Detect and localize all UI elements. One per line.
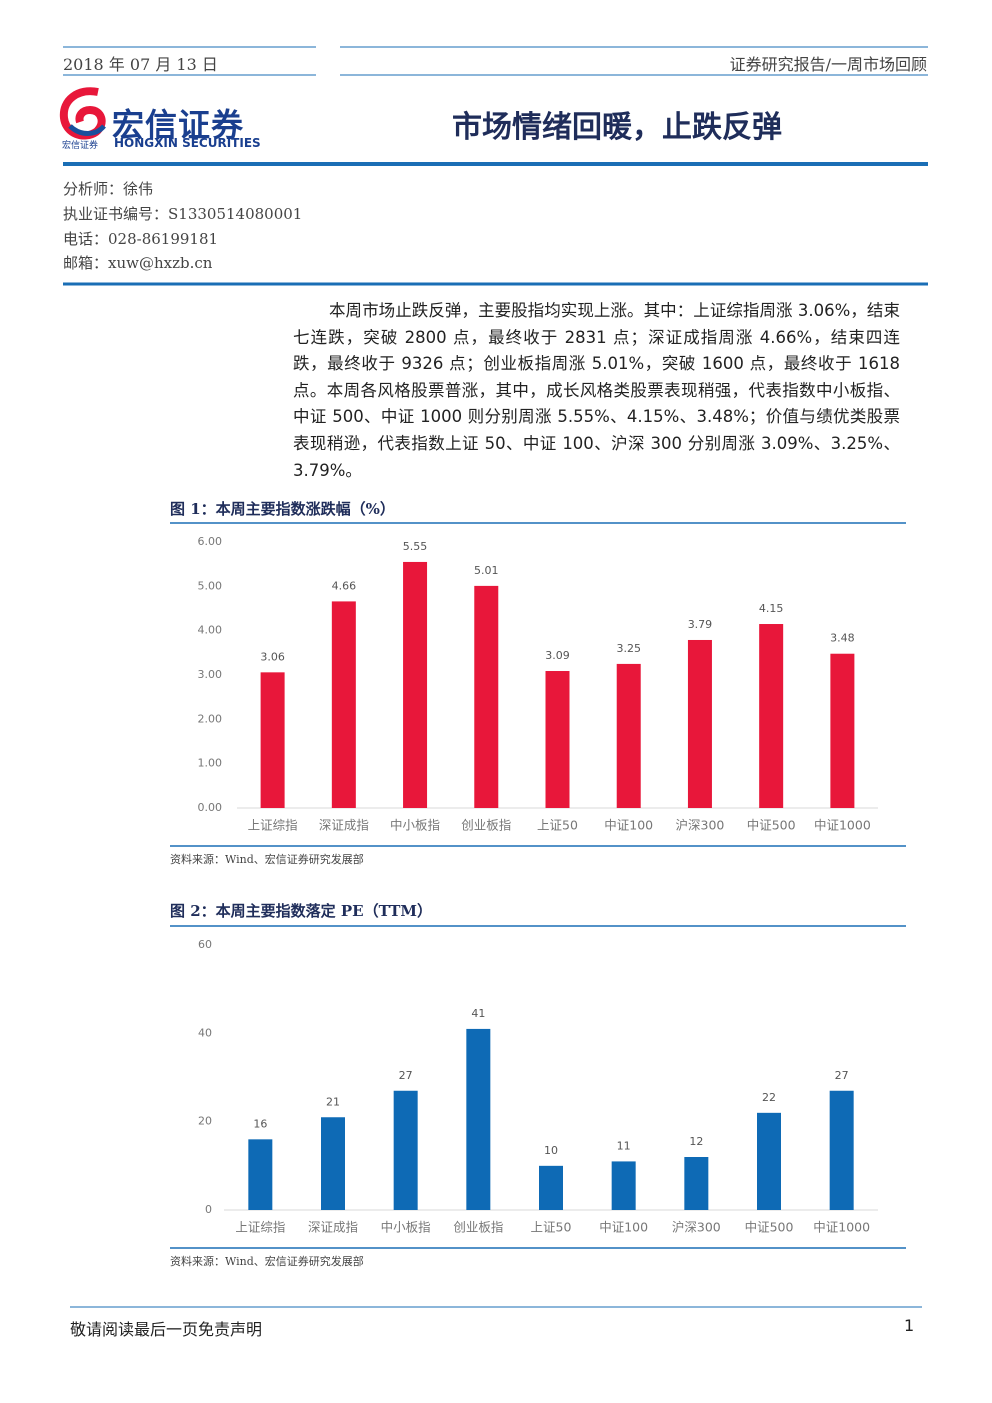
bar: [545, 671, 570, 808]
x-tick-label: 上证50: [531, 1220, 572, 1235]
bar: [331, 601, 356, 808]
bar: [260, 672, 285, 808]
logo-mark: [59, 87, 106, 140]
data-label: 4.15: [759, 602, 784, 615]
x-tick-label: 沪深300: [672, 1220, 721, 1235]
report-category: 证券研究报告/一周市场回顾: [729, 55, 927, 74]
y-tick-label: 3.00: [198, 668, 223, 681]
data-label: 4.66: [332, 579, 357, 592]
bar: [616, 663, 641, 808]
data-label: 3.06: [260, 650, 285, 663]
logo-text: 宏信证券: [112, 106, 245, 144]
chart-source: 资料来源：Wind、宏信证券研究发展部: [170, 1254, 364, 1268]
y-tick-label: 4.00: [198, 624, 223, 637]
x-tick-label: 中小板指: [390, 818, 440, 833]
y-tick-label: 6.00: [198, 535, 223, 548]
data-label: 22: [762, 1091, 776, 1104]
y-tick-label: 0: [205, 1203, 212, 1216]
bar: [248, 1139, 273, 1210]
data-label: 21: [326, 1095, 340, 1108]
x-tick-label: 上证综指: [235, 1220, 285, 1235]
x-tick-label: 中证100: [599, 1220, 648, 1235]
x-tick-label: 深证成指: [308, 1220, 358, 1235]
data-label: 12: [689, 1135, 703, 1148]
bar: [611, 1161, 636, 1210]
y-tick-label: 1.00: [198, 757, 223, 770]
data-label: 11: [617, 1139, 631, 1152]
x-tick-label: 中证500: [747, 818, 796, 833]
x-tick-label: 深证成指: [319, 818, 369, 833]
data-label: 3.25: [616, 642, 641, 655]
y-tick-label: 20: [198, 1115, 212, 1128]
bar: [687, 639, 712, 808]
data-label: 3.79: [688, 618, 713, 631]
x-tick-label: 上证50: [537, 818, 578, 833]
data-label: 5.01: [474, 564, 499, 577]
y-tick-label: 5.00: [198, 579, 223, 592]
chart-title: 图 1：本周主要指数涨跌幅（%）: [170, 500, 395, 518]
x-tick-label: 中证100: [604, 818, 653, 833]
analyst-line: 分析师：徐伟: [63, 180, 154, 198]
logo-small: 宏信证券: [62, 141, 99, 151]
x-tick-label: 中小板指: [381, 1220, 431, 1235]
chart-title: 图 2：本周主要指数落定 PE（TTM）: [170, 902, 432, 920]
chart-source: 资料来源：Wind、宏信证券研究发展部: [170, 852, 364, 866]
bar: [757, 1112, 781, 1210]
bar: [321, 1117, 345, 1210]
y-tick-label: 2.00: [198, 712, 223, 725]
x-tick-label: 中证1000: [813, 1220, 870, 1235]
bar: [466, 1028, 491, 1210]
disclaimer: 敬请阅读最后一页免责声明: [70, 1320, 263, 1339]
page-number: 1: [904, 1316, 915, 1335]
bar: [393, 1090, 418, 1210]
x-tick-label: 沪深300: [676, 818, 725, 833]
data-label: 16: [253, 1117, 267, 1130]
bar: [830, 653, 855, 808]
data-label: 27: [835, 1069, 849, 1082]
x-tick-label: 中证500: [745, 1220, 794, 1235]
analyst-line: 电话：028-86199181: [63, 230, 219, 248]
x-tick-label: 中证1000: [814, 818, 871, 833]
report-date: 2018 年 07 月 13 日: [63, 55, 218, 74]
data-label: 41: [471, 1007, 485, 1020]
analyst-line: 邮箱：xuw@hxzb.cn: [63, 254, 213, 272]
data-label: 3.09: [545, 649, 570, 662]
x-tick-label: 创业板指: [453, 1220, 503, 1235]
y-tick-label: 40: [198, 1026, 212, 1039]
report-title: 市场情绪回暖，止跌反弹: [452, 110, 782, 145]
data-label: 5.55: [403, 540, 428, 553]
bar: [684, 1157, 709, 1210]
logo-en: HONGXIN SECURITIES: [114, 136, 261, 150]
data-label: 27: [399, 1069, 413, 1082]
bar: [829, 1090, 854, 1210]
data-label: 10: [544, 1144, 558, 1157]
analyst-line: 执业证书编号：S1330514080001: [63, 205, 303, 223]
bar: [403, 561, 428, 808]
body-paragraph: 本周市场止跌反弹，主要股指均实现上涨。其中：上证综指周涨 3.06%，结束七连跌…: [293, 301, 900, 480]
bar: [474, 585, 499, 808]
y-tick-label: 60: [198, 938, 212, 951]
x-tick-label: 创业板指: [461, 818, 511, 833]
data-label: 3.48: [830, 632, 855, 645]
y-tick-label: 0.00: [198, 801, 223, 814]
bar: [539, 1165, 563, 1210]
x-tick-label: 上证综指: [248, 818, 298, 833]
bar: [759, 624, 784, 808]
